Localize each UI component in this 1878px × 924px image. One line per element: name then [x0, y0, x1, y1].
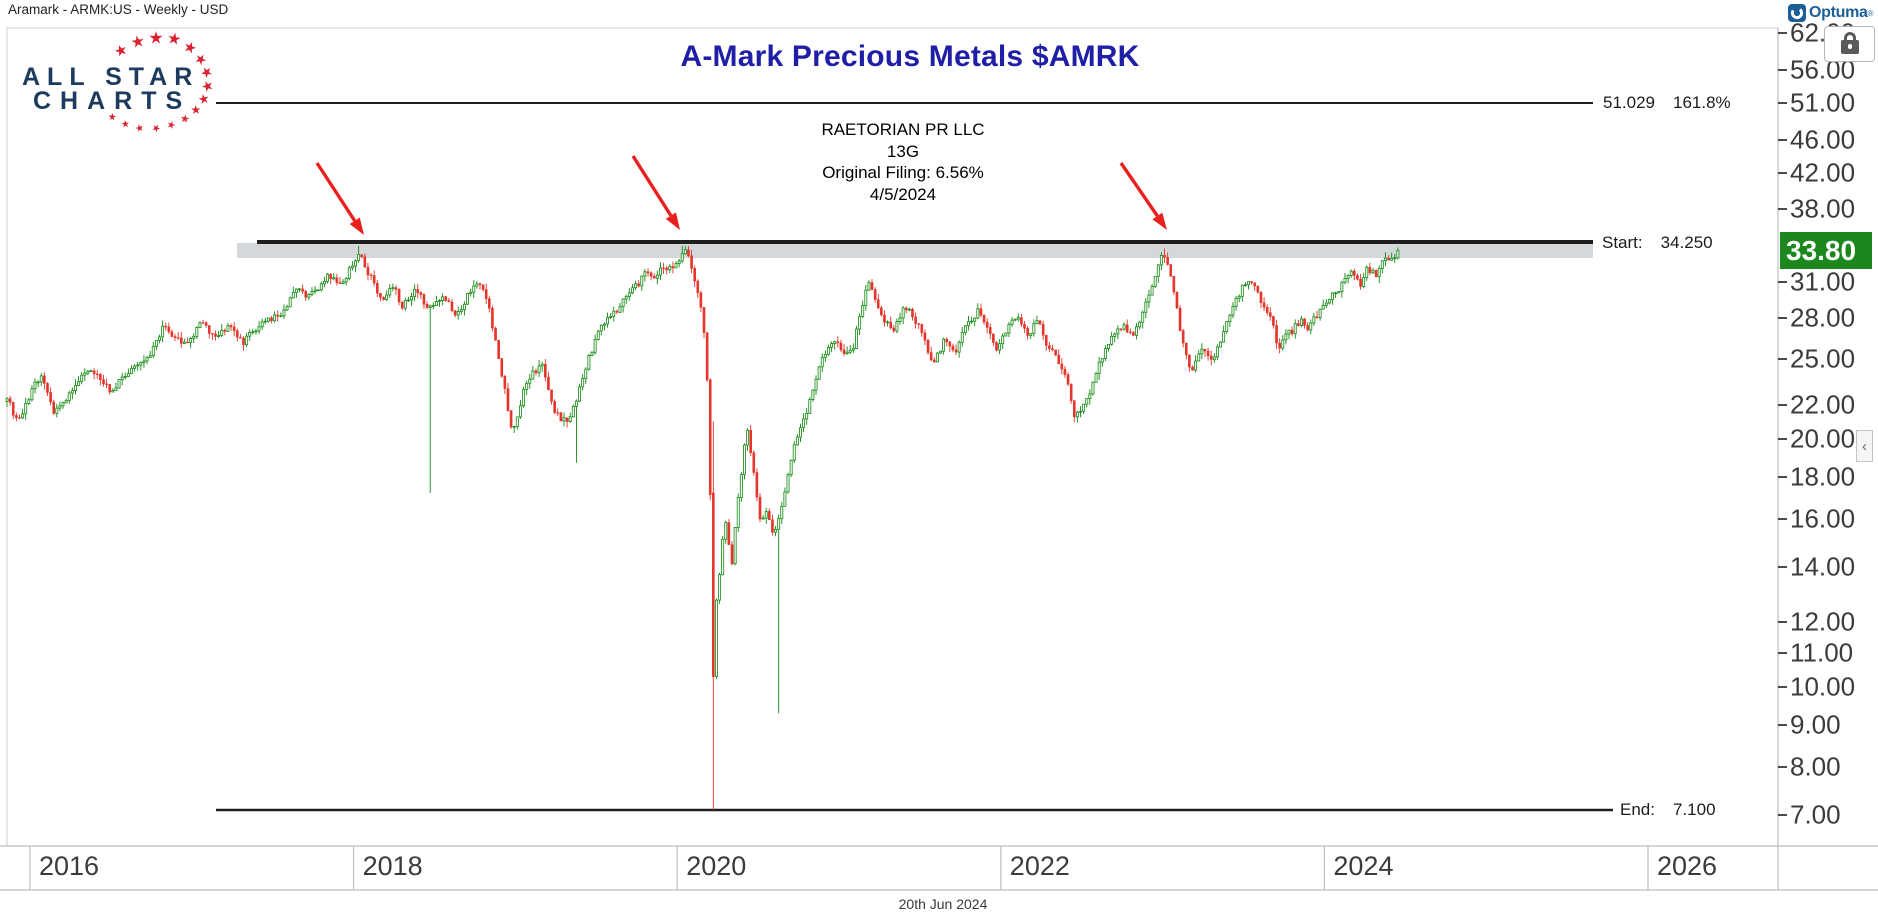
star-icon: ★ [119, 116, 133, 131]
fib-pct: 161.8% [1673, 93, 1731, 112]
candlestick-series [5, 245, 1400, 810]
y-axis-tick [1778, 32, 1787, 35]
y-axis-tick [1778, 317, 1787, 320]
lock-button[interactable] [1824, 26, 1875, 62]
y-axis-tick-label: 14.00 [1790, 551, 1856, 582]
start-price: 34.250 [1660, 233, 1713, 252]
optuma-logo: Optuma ® [1788, 4, 1874, 22]
end-caption: End: [1620, 800, 1655, 819]
x-axis-year-label: 2026 [1657, 851, 1718, 881]
y-axis-tick-label: 31.00 [1790, 266, 1856, 297]
y-axis-tick [1778, 357, 1787, 360]
last-price-badge: 33.80 [1780, 232, 1872, 270]
y-axis-tick-label: 9.00 [1790, 709, 1841, 740]
y-axis-tick-label: 46.00 [1790, 124, 1856, 155]
annotation-arrowhead [349, 217, 364, 235]
y-axis-tick [1778, 207, 1787, 210]
x-axis-year-label: 2018 [362, 851, 423, 881]
y-axis-tick-label: 8.00 [1790, 751, 1841, 782]
y-axis-tick [1778, 565, 1787, 568]
y-axis-tick-label: 16.00 [1790, 503, 1856, 534]
y-axis-tick [1778, 723, 1787, 726]
y-axis-tick [1778, 280, 1787, 283]
y-axis-tick [1778, 171, 1787, 174]
y-axis-tick-label: 20.00 [1790, 423, 1856, 454]
optuma-icon [1788, 4, 1806, 22]
annotation-arrow [631, 155, 673, 217]
x-axis-year-label: 2022 [1009, 851, 1070, 881]
chevron-left-icon: ‹ [1862, 437, 1867, 455]
star-icon: ★ [111, 40, 131, 62]
end-level-label: End: 7.100 [1620, 800, 1716, 820]
annotation-arrow [315, 162, 357, 222]
y-axis-tick [1778, 517, 1787, 520]
y-axis-tick-label: 28.00 [1790, 302, 1856, 333]
annotation-arrowhead [665, 212, 680, 230]
fib-price: 51.029 [1603, 93, 1655, 112]
y-axis-tick [1778, 102, 1787, 105]
footer-date: 20th Jun 2024 [898, 896, 988, 912]
resistance-zone [237, 243, 1593, 258]
star-icon: ★ [129, 32, 147, 53]
star-icon: ★ [165, 29, 183, 50]
y-axis-tick [1778, 814, 1787, 817]
annotation-line: 13G [886, 141, 920, 161]
star-icon: ★ [165, 120, 176, 130]
x-axis-year-label: 2024 [1333, 851, 1394, 881]
y-axis-tick [1778, 437, 1787, 440]
y-axis-tick-label: 22.00 [1790, 389, 1856, 420]
end-price: 7.100 [1672, 800, 1716, 819]
y-axis-tick-label: 7.00 [1790, 799, 1841, 830]
y-axis-tick-label: 25.00 [1790, 343, 1856, 374]
star-icon: ★ [148, 28, 164, 48]
annotation-line: RAETORIAN PR LLC [821, 120, 985, 139]
star-icon: ★ [177, 113, 192, 125]
chart-title: A-Mark Precious Metals $AMRK [680, 40, 1140, 73]
star-icon: ★ [133, 120, 146, 135]
annotation-arrow [1119, 162, 1159, 217]
y-axis-tick [1778, 686, 1787, 689]
y-axis-tick-label: 12.00 [1790, 606, 1856, 637]
y-axis-tick [1778, 68, 1787, 71]
y-axis-tick-label: 38.00 [1790, 193, 1856, 224]
last-price-value: 33.80 [1786, 234, 1857, 266]
x-axis-year-label: 2020 [686, 851, 747, 881]
start-caption: Start: [1602, 233, 1643, 252]
annotation-line: 4/5/2024 [869, 184, 937, 204]
y-axis-tick [1778, 139, 1787, 142]
filing-annotation: RAETORIAN PR LLC 13G Original Filing: 6.… [821, 119, 984, 205]
scrollbar-collapse-button[interactable]: ‹ [1856, 430, 1873, 462]
star-icon: ★ [149, 122, 162, 134]
y-axis-tick-label: 42.00 [1790, 157, 1856, 188]
y-axis-tick-label: 18.00 [1790, 461, 1856, 492]
y-axis-tick-label: 51.00 [1790, 87, 1856, 118]
optuma-wordmark: Optuma [1809, 4, 1868, 21]
y-axis-tick [1778, 652, 1787, 655]
y-axis-tick-label: 10.00 [1790, 671, 1856, 702]
window-title: Aramark - ARMK:US - Weekly - USD [8, 2, 229, 17]
all-star-charts-logo: ALL STAR CHARTS ★ ★ ★ ★ ★ ★ ★ ★ ★ ★ ★ ★ ★ ★ ★ ★ [0, 0, 230, 140]
y-axis-tick [1778, 620, 1787, 623]
logo-text-line2: CHARTS [33, 87, 192, 115]
star-icon: ★ [187, 102, 205, 118]
fib-level-label: 51.029 161.8% [1603, 93, 1731, 113]
y-axis-tick [1778, 403, 1787, 406]
x-axis-year-label: 2016 [39, 851, 100, 881]
y-axis-tick [1778, 766, 1787, 769]
annotation-line: Original Filing: 6.56% [822, 163, 984, 182]
logo-text-line1: ALL STAR [22, 63, 200, 91]
y-axis-tick-label: 11.00 [1790, 637, 1854, 668]
y-axis-tick [1778, 475, 1787, 478]
start-level-label: Start: 34.250 [1602, 233, 1713, 253]
annotation-arrowhead [1152, 212, 1167, 230]
trademark-icon: ® [1867, 8, 1874, 18]
